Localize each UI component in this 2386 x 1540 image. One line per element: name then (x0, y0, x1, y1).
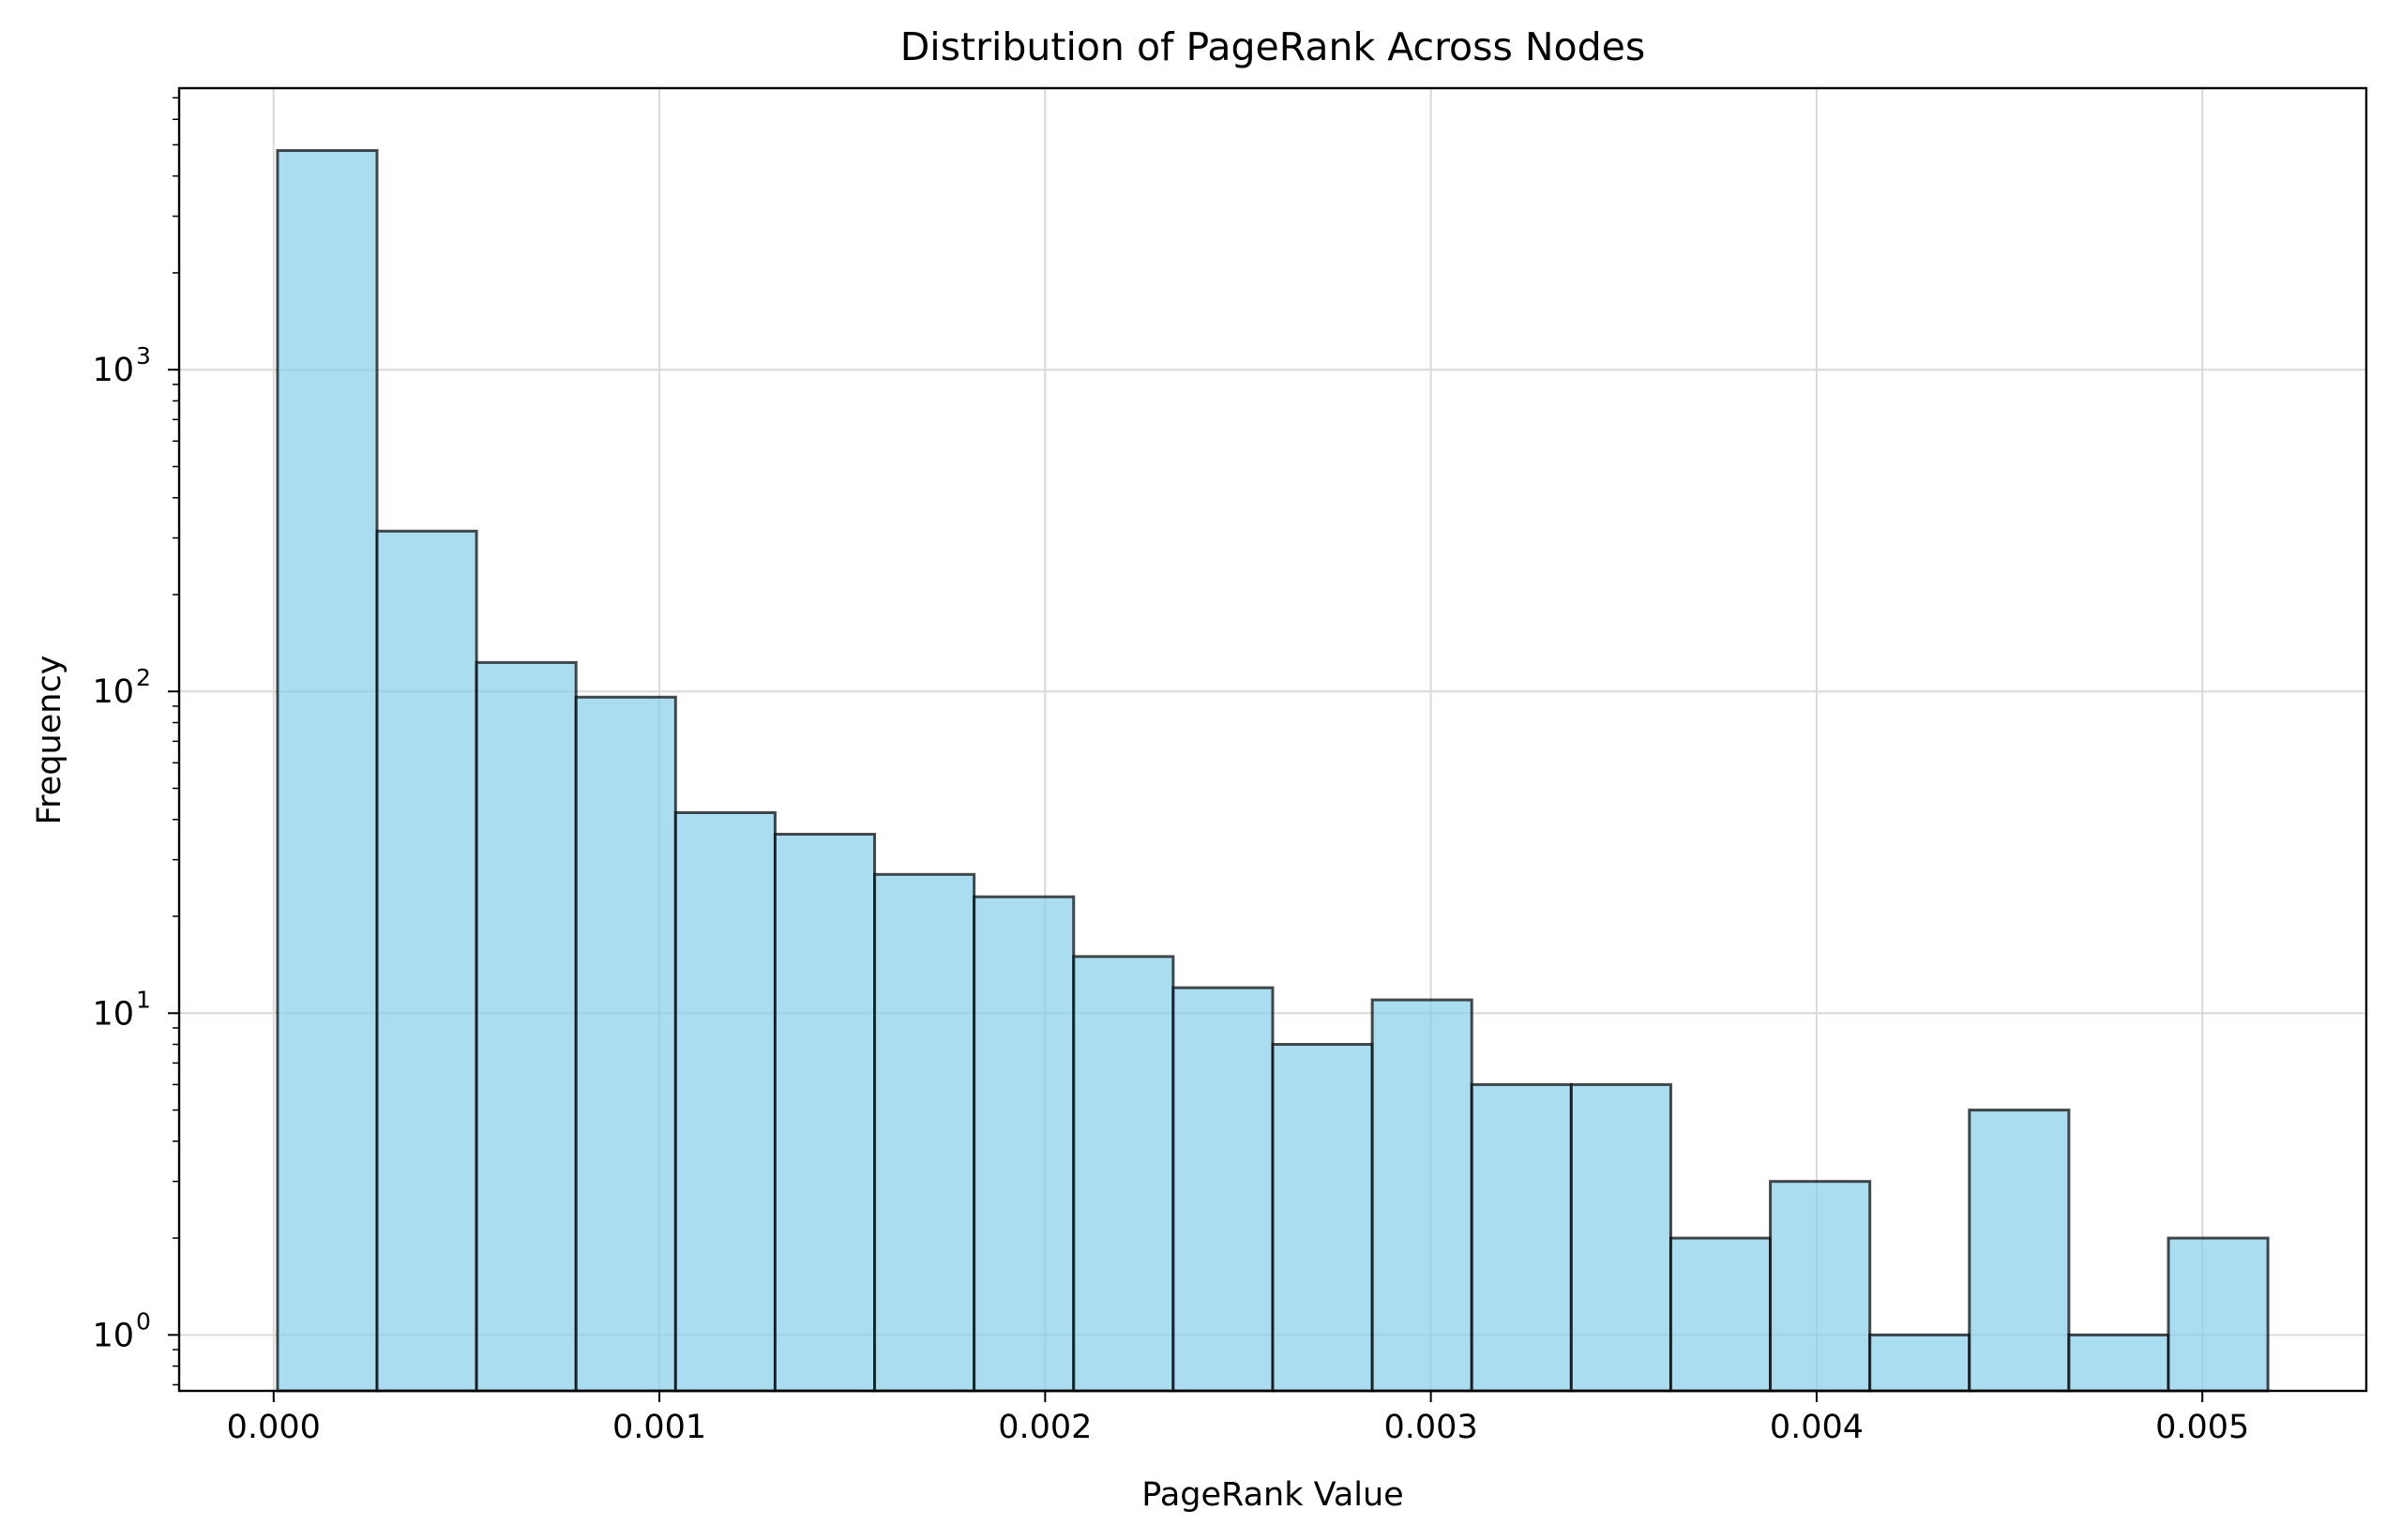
histogram-bar (1271, 1043, 1374, 1393)
histogram-bar (1072, 955, 1175, 1393)
histogram-bar (276, 148, 379, 1393)
x-tick-label: 0.001 (612, 1409, 706, 1446)
y-tick-exponent: 3 (136, 342, 151, 370)
histogram-bar (1968, 1109, 2071, 1393)
histogram-bar (475, 660, 578, 1393)
histogram-bar (1569, 1082, 1672, 1393)
histogram-bar (1470, 1082, 1573, 1393)
histogram-bar (1370, 998, 1473, 1393)
x-tick-label: 0.000 (227, 1409, 321, 1446)
histogram-bar (873, 872, 976, 1393)
histogram-bar (773, 832, 877, 1393)
x-tick-label: 0.003 (1384, 1409, 1478, 1446)
histogram-bar (1868, 1333, 1971, 1393)
y-tick-label: 10 (92, 673, 134, 711)
y-tick-label: 10 (92, 1317, 134, 1354)
histogram-bar (1171, 986, 1275, 1393)
histogram-bar (2067, 1333, 2170, 1393)
y-tick-exponent: 1 (136, 986, 151, 1013)
y-tick-exponent: 0 (136, 1307, 151, 1335)
histogram-bar (1769, 1180, 1872, 1393)
plot-frame (177, 86, 2368, 1393)
x-axis-label: PageRank Value (1141, 1476, 1403, 1514)
histogram-bar (1669, 1236, 1773, 1393)
chart-title: Distribution of PageRank Across Nodes (900, 24, 1646, 69)
x-tick-label: 0.004 (1770, 1409, 1864, 1446)
histogram-bar (673, 810, 777, 1393)
x-tick-label: 0.002 (998, 1409, 1092, 1446)
histogram-bar (375, 529, 478, 1393)
x-tick-label: 0.005 (2155, 1409, 2249, 1446)
y-tick-exponent: 2 (136, 664, 151, 691)
histogram-bar (2167, 1236, 2270, 1393)
y-tick-label: 10 (92, 352, 134, 389)
y-axis-label: Frequency (31, 656, 68, 825)
histogram-bar (574, 695, 677, 1393)
y-tick-label: 10 (92, 995, 134, 1033)
histogram-bars (276, 148, 2270, 1393)
histogram-bar (973, 895, 1076, 1393)
